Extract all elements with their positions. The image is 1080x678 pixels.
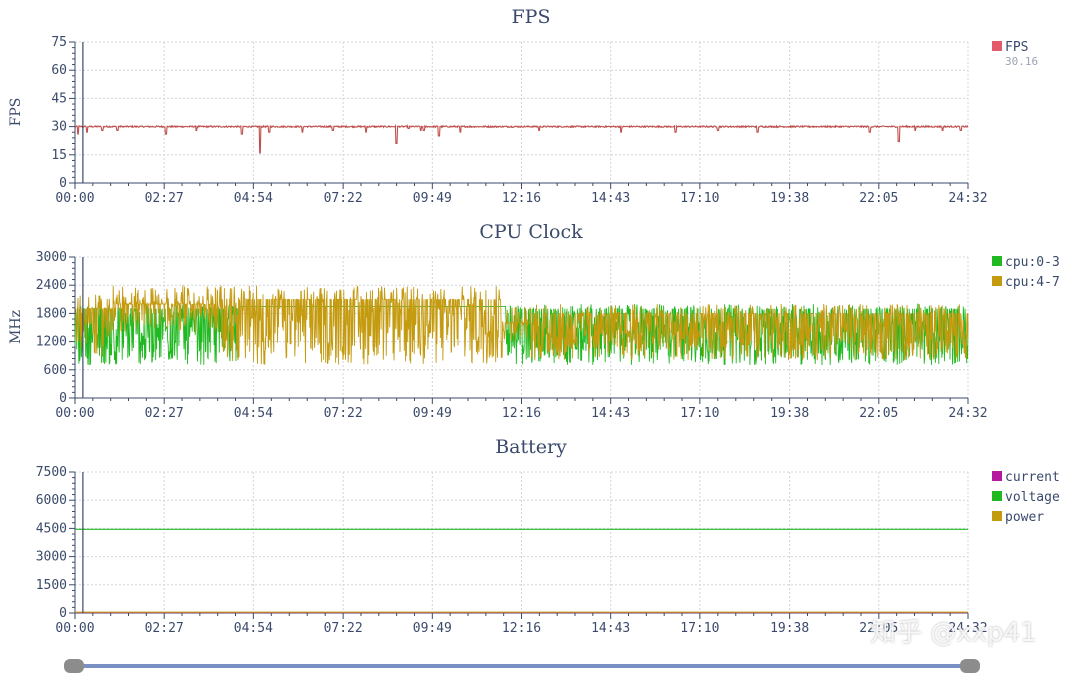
y-tick-label: 6000	[36, 493, 67, 508]
x-tick-label: 09:49	[413, 191, 452, 206]
x-tick-label: 19:38	[770, 406, 809, 421]
cpu-y-axis-label: MHz	[8, 310, 24, 344]
battery-grid	[74, 471, 969, 614]
x-tick-label: 24:32	[948, 406, 987, 421]
range-end-handle[interactable]	[960, 659, 980, 673]
legend-label-cpu-0-3[interactable]: cpu:0-3	[1005, 255, 1060, 270]
cpu-chart-title: CPU Clock	[479, 221, 583, 243]
legend-swatch-power[interactable]	[992, 511, 1002, 521]
x-tick-label: 22:05	[859, 406, 898, 421]
x-tick-label: 14:43	[591, 406, 630, 421]
y-tick-label: 30	[51, 120, 67, 135]
x-tick-label: 04:54	[234, 621, 273, 636]
y-tick-label: 75	[51, 35, 67, 50]
fps-legend: FPS 30.16	[992, 40, 1038, 68]
y-tick-label: 3000	[36, 550, 67, 565]
cpu-legend: cpu:0-3 cpu:4-7	[992, 255, 1060, 290]
x-tick-label: 17:10	[680, 406, 719, 421]
x-tick-label: 02:27	[145, 191, 184, 206]
cpu-clock-panel: CPU Clock MHz 0 600 1200 1800 2400 3000 00:00…	[8, 221, 1060, 421]
fps-panel: FPS FPS 0 15 30 45 60 75 00:00 02:27 04:54 07:22…	[8, 6, 1038, 206]
x-tick-label: 07:22	[324, 406, 363, 421]
y-tick-label: 45	[51, 91, 67, 106]
cpu-plot-area[interactable]	[74, 257, 969, 398]
y-tick-label: 1500	[36, 578, 67, 593]
x-tick-label: 02:27	[145, 621, 184, 636]
legend-swatch-fps[interactable]	[992, 41, 1002, 51]
fps-y-ticks: 0 15 30 45 60 75	[51, 35, 75, 191]
x-tick-label: 07:22	[324, 191, 363, 206]
x-tick-label: 22:05	[859, 191, 898, 206]
legend-swatch-cpu-0-3[interactable]	[992, 256, 1002, 266]
battery-plot-area[interactable]	[75, 472, 968, 614]
legend-swatch-voltage[interactable]	[992, 491, 1002, 501]
fps-chart-title: FPS	[512, 6, 551, 28]
x-tick-label: 02:27	[145, 406, 184, 421]
x-tick-label: 22:05	[859, 621, 898, 636]
battery-x-ticks: 00:00 02:27 04:54 07:22 09:49 12:16 14:43 17:10…	[55, 613, 988, 636]
range-start-handle[interactable]	[64, 659, 84, 673]
y-tick-label: 0	[59, 391, 67, 406]
x-tick-label: 24:32	[948, 621, 987, 636]
legend-label-current[interactable]: current	[1005, 470, 1060, 485]
legend-swatch-cpu-4-7[interactable]	[992, 276, 1002, 286]
y-tick-label: 15	[51, 148, 67, 163]
fps-y-axis-label: FPS	[8, 98, 24, 127]
fps-x-ticks: 00:00 02:27 04:54 07:22 09:49 12:16 14:43 17:10…	[55, 183, 988, 206]
y-tick-label: 1800	[36, 306, 67, 321]
legend-label-power[interactable]: power	[1005, 510, 1044, 525]
y-tick-label: 7500	[36, 465, 67, 480]
battery-chart-title: Battery	[495, 436, 567, 458]
legend-label-fps[interactable]: FPS	[1005, 40, 1028, 55]
y-tick-label: 0	[59, 606, 67, 621]
x-tick-label: 17:10	[680, 621, 719, 636]
y-tick-label: 60	[51, 63, 67, 78]
time-range-track[interactable]	[74, 664, 970, 668]
x-tick-label: 19:38	[770, 621, 809, 636]
x-tick-label: 12:16	[502, 191, 541, 206]
x-tick-label: 00:00	[55, 406, 94, 421]
y-tick-label: 3000	[36, 250, 67, 265]
x-tick-label: 00:00	[55, 191, 94, 206]
y-tick-label: 1200	[36, 335, 67, 350]
time-range-slider[interactable]	[64, 658, 980, 674]
cpu-x-ticks: 00:00 02:27 04:54 07:22 09:49 12:16 14:43 17:10…	[55, 398, 988, 421]
legend-label-cpu-4-7[interactable]: cpu:4-7	[1005, 275, 1060, 290]
y-tick-label: 2400	[36, 278, 67, 293]
series-line-fps	[74, 123, 969, 154]
x-tick-label: 04:54	[234, 406, 273, 421]
x-tick-label: 14:43	[591, 621, 630, 636]
x-tick-label: 19:38	[770, 191, 809, 206]
y-tick-label: 4500	[36, 521, 67, 536]
battery-legend: current voltage power	[992, 470, 1060, 525]
cpu-y-ticks: 0 600 1200 1800 2400 3000	[36, 250, 75, 406]
x-tick-label: 09:49	[413, 406, 452, 421]
x-tick-label: 12:16	[502, 406, 541, 421]
legend-swatch-current[interactable]	[992, 471, 1002, 481]
x-tick-label: 07:22	[324, 621, 363, 636]
x-tick-label: 17:10	[680, 191, 719, 206]
x-tick-label: 04:54	[234, 191, 273, 206]
x-tick-label: 09:49	[413, 621, 452, 636]
y-tick-label: 600	[44, 363, 67, 378]
y-tick-label: 0	[59, 176, 67, 191]
x-tick-label: 00:00	[55, 621, 94, 636]
x-tick-label: 14:43	[591, 191, 630, 206]
x-tick-label: 12:16	[502, 621, 541, 636]
fps-plot-area[interactable]	[74, 42, 969, 183]
battery-y-ticks: 0 1500 3000 4500 6000 7500	[36, 465, 75, 621]
legend-label-voltage[interactable]: voltage	[1005, 490, 1060, 505]
fps-grid	[74, 41, 969, 184]
x-tick-label: 24:32	[948, 191, 987, 206]
legend-value-fps: 30.16	[1005, 55, 1038, 68]
battery-panel: Battery 0 1500 3000 4500 6000 7500 00:00 02:27…	[36, 436, 1060, 636]
series-line-cpu-4-7	[75, 285, 969, 365]
